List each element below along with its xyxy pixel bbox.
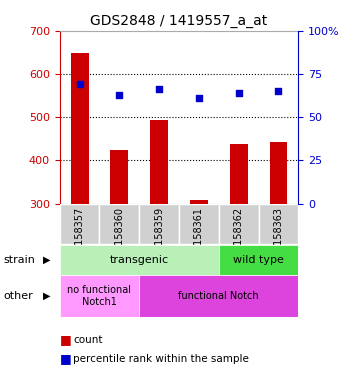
Bar bbox=[139, 204, 179, 244]
Bar bbox=[71, 53, 89, 204]
Text: strain: strain bbox=[3, 255, 35, 265]
Text: ■: ■ bbox=[60, 353, 71, 366]
Text: ▶: ▶ bbox=[43, 291, 50, 301]
Point bbox=[196, 95, 202, 101]
Bar bbox=[100, 204, 139, 244]
Text: GSM158362: GSM158362 bbox=[234, 207, 244, 266]
Bar bbox=[219, 204, 258, 244]
Bar bbox=[219, 245, 298, 275]
Text: percentile rank within the sample: percentile rank within the sample bbox=[73, 354, 249, 364]
Point bbox=[117, 91, 122, 98]
Point bbox=[276, 88, 281, 94]
Text: GSM158360: GSM158360 bbox=[114, 207, 124, 266]
Bar bbox=[139, 275, 298, 317]
Text: functional Notch: functional Notch bbox=[178, 291, 259, 301]
Text: wild type: wild type bbox=[233, 255, 284, 265]
Text: count: count bbox=[73, 335, 103, 345]
Bar bbox=[110, 150, 128, 204]
Point bbox=[157, 86, 162, 93]
Title: GDS2848 / 1419557_a_at: GDS2848 / 1419557_a_at bbox=[90, 14, 268, 28]
Text: ■: ■ bbox=[60, 333, 71, 346]
Point bbox=[236, 90, 241, 96]
Text: GSM158357: GSM158357 bbox=[75, 207, 85, 266]
Text: GSM158361: GSM158361 bbox=[194, 207, 204, 266]
Text: other: other bbox=[3, 291, 33, 301]
Bar bbox=[269, 142, 287, 204]
Bar bbox=[60, 245, 219, 275]
Text: transgenic: transgenic bbox=[110, 255, 169, 265]
Bar bbox=[60, 275, 139, 317]
Bar bbox=[179, 204, 219, 244]
Text: GSM158359: GSM158359 bbox=[154, 207, 164, 266]
Text: GSM158363: GSM158363 bbox=[273, 207, 283, 266]
Point bbox=[77, 81, 82, 88]
Bar bbox=[60, 204, 100, 244]
Text: no functional
Notch1: no functional Notch1 bbox=[68, 285, 132, 307]
Bar bbox=[190, 200, 208, 204]
Bar bbox=[230, 144, 248, 204]
Text: ▶: ▶ bbox=[43, 255, 50, 265]
Bar bbox=[258, 204, 298, 244]
Bar bbox=[150, 120, 168, 204]
